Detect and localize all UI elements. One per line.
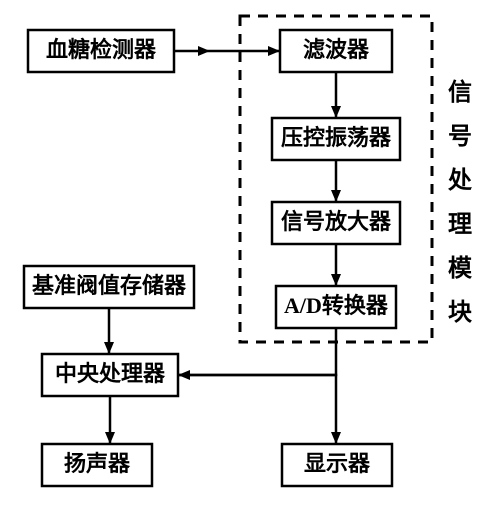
node-threshold-label: 基准阀值存储器 — [32, 273, 187, 298]
node-vco: 压控振荡器 — [272, 118, 400, 160]
side-label-char-1: 号 — [448, 123, 472, 150]
node-detector: 血糖检测器 — [28, 30, 174, 72]
side-label-char-2: 处 — [447, 167, 472, 194]
node-threshold: 基准阀值存储器 — [24, 266, 194, 308]
node-detector-label: 血糖检测器 — [46, 37, 157, 62]
flowchart-canvas: 血糖检测器 滤波器压控振荡器信号放大器 A/D转换器 基准阀值存储器中央处理器扬声器 显… — [0, 0, 500, 505]
node-cpu-label: 中央处理器 — [55, 361, 166, 386]
node-speaker-label: 扬声器 — [64, 451, 131, 476]
node-adc: A/D转换器 — [276, 286, 396, 328]
node-amp-label: 信号放大器 — [281, 209, 392, 234]
node-amp: 信号放大器 — [272, 202, 400, 244]
side-label-char-5: 块 — [448, 299, 472, 326]
side-label-char-4: 模 — [448, 255, 473, 282]
side-label-char-0: 信 — [448, 78, 472, 106]
node-vco-label: 压控振荡器 — [281, 125, 392, 150]
node-filter: 滤波器 — [280, 30, 392, 72]
node-adc-label: A/D转换器 — [284, 293, 389, 318]
node-display: 显示器 — [282, 444, 392, 486]
node-display-label: 显示器 — [304, 451, 371, 476]
node-speaker: 扬声器 — [42, 444, 152, 486]
node-filter-label: 滤波器 — [303, 37, 370, 62]
node-cpu: 中央处理器 — [42, 354, 178, 396]
side-label-char-3: 理 — [448, 211, 472, 238]
edge-adc-to-cpu — [178, 328, 336, 375]
edge-cpu-to-display — [178, 375, 336, 444]
